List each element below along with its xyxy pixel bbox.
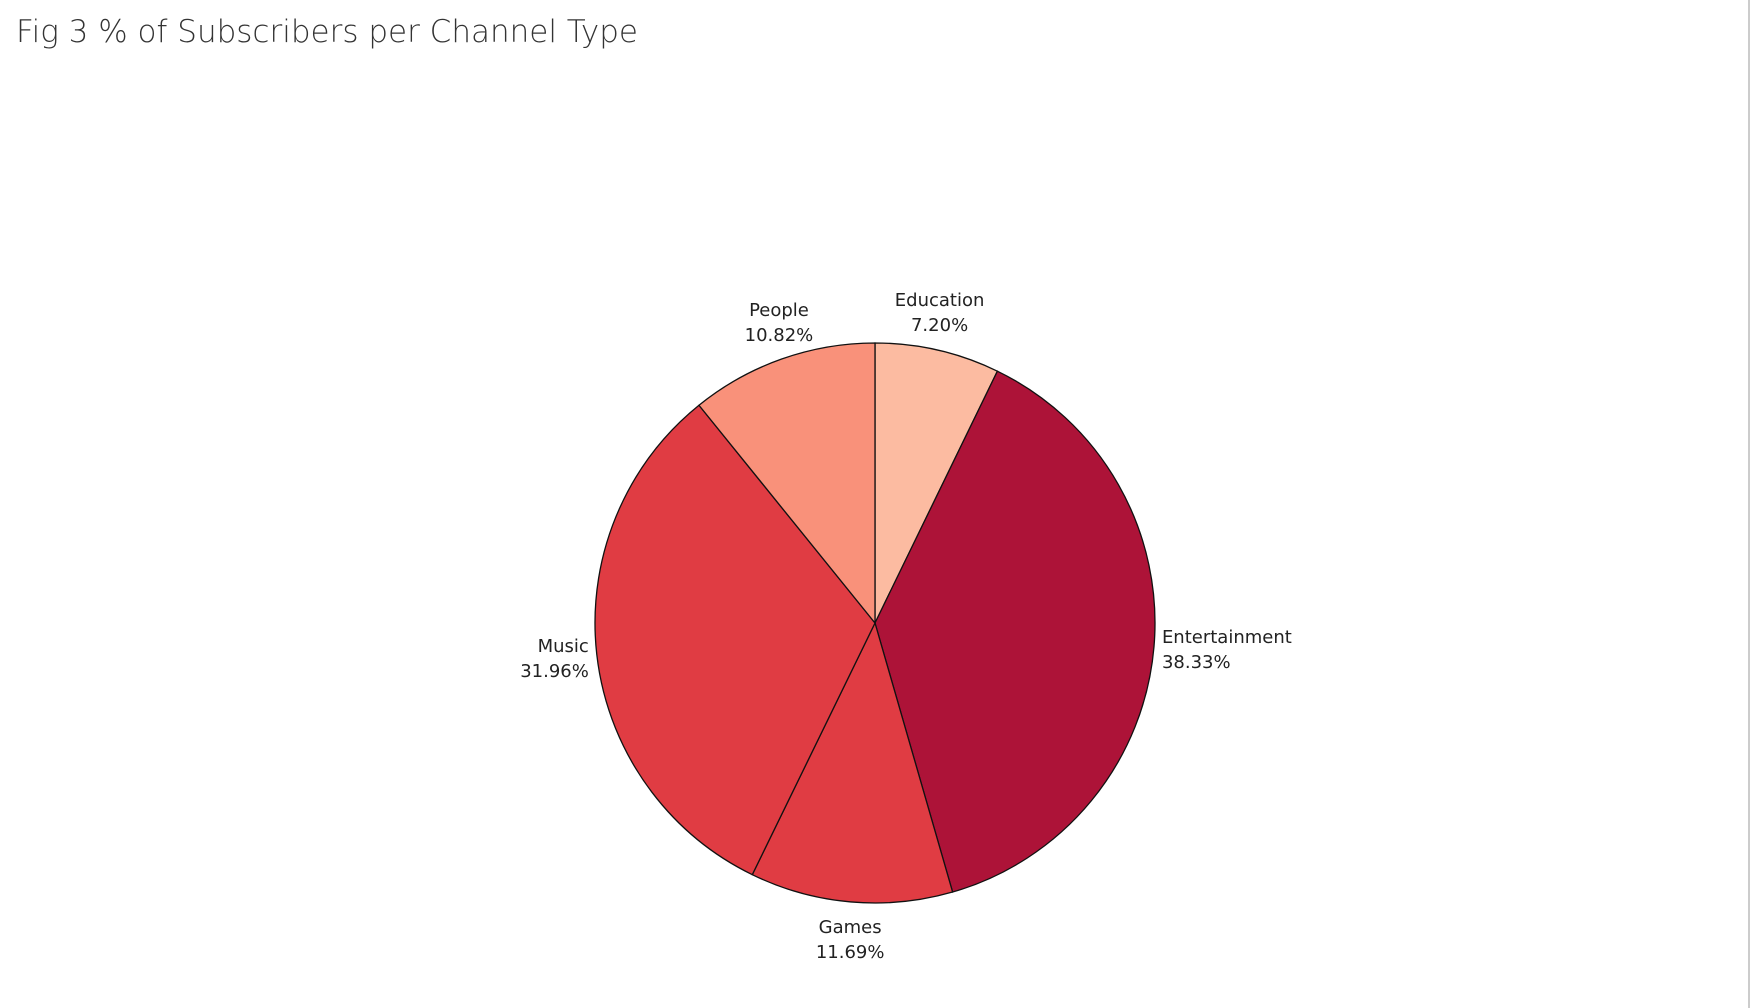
chart-title: Fig 3 % of Subscribers per Channel Type [16, 14, 638, 50]
slice-label: Games [819, 917, 882, 938]
slice-value-label: 10.82% [745, 325, 814, 346]
slice-label: People [749, 300, 809, 321]
pie-slice [751, 621, 954, 904]
slice-value-label: 38.33% [1162, 652, 1231, 673]
pie-slice [698, 342, 876, 625]
slice-label: Music [538, 636, 589, 657]
pie-slice [874, 342, 999, 624]
slice-value-label: 7.20% [911, 315, 968, 336]
pie-slice [874, 370, 1156, 893]
pie-slice [594, 404, 876, 876]
slice-label: Education [895, 290, 985, 311]
slice-label: Entertainment [1162, 627, 1292, 648]
slice-value-label: 11.69% [816, 942, 885, 963]
slice-value-label: 31.96% [520, 661, 589, 682]
